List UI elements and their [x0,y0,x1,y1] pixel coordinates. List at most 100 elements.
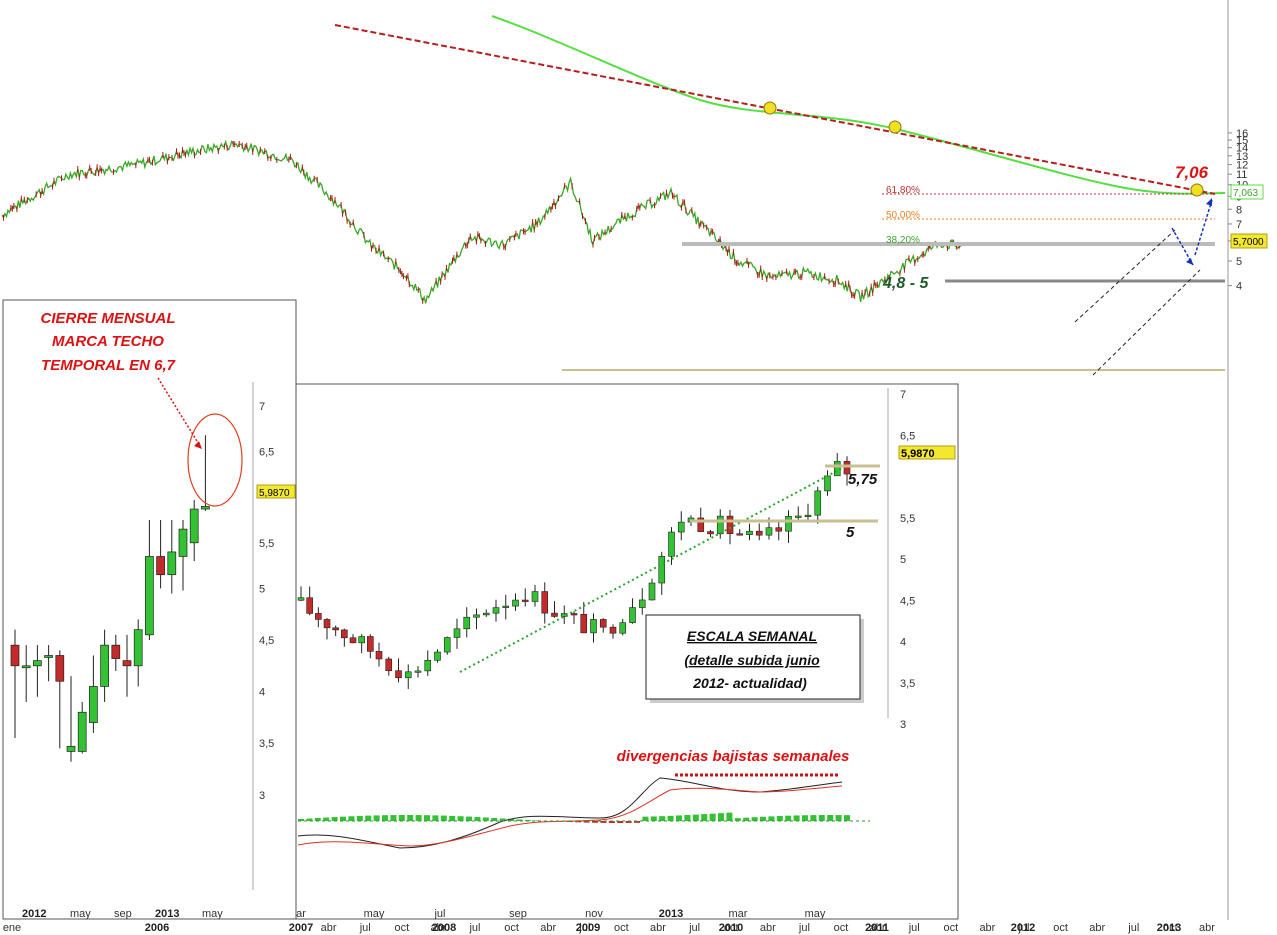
macd-histogram-bar [323,817,330,821]
main-y-tick-label: 7 [1236,219,1242,231]
weekly-candle-body [677,521,685,533]
monthly-price-tag [256,484,296,499]
macd-histogram-bar [382,815,388,821]
main-x-month: jul [1127,922,1139,934]
projection-arrow-down [1171,227,1194,266]
weekly-candle-body [531,591,539,602]
monthly-y-tick-label: 3,5 [259,738,274,750]
weekly-candle-body [697,517,705,532]
macd-histogram-bar [348,816,355,821]
macd-histogram-bar [508,818,514,821]
weekly-price-tag-label: 5,9870 [901,448,935,460]
macd-histogram-bar [524,819,531,821]
macd-histogram-bar [298,819,304,821]
macd-histogram-bar [516,819,523,821]
macd-histogram-bar [600,821,607,823]
monthly-title-line: TEMPORAL EN 6,7 [41,357,176,374]
weekly-candle-body [736,533,744,536]
weekly-candle-body [765,527,773,536]
main-x-month: jul [359,922,371,934]
main-y-tick-label: 8 [1236,204,1242,216]
monthly-y-tick-label: 4,5 [259,635,274,647]
projection-arrow-up [1194,199,1213,256]
divergence-label: divergencias bajistas semanales [617,748,850,765]
weekly-x-label: may [805,908,826,920]
weekly-candle-body [541,591,549,614]
weekly-candle-body [648,582,656,601]
monthly-title-line: CIERRE MENSUAL [40,310,175,327]
weekly-candle-body [599,619,607,628]
main-x-month: jul [578,922,590,934]
weekly-x-label: mar [729,908,748,920]
macd-histogram-bar [818,815,825,821]
monthly-candle-body [100,644,109,687]
weekly-y-tick-label: 5,5 [900,513,915,525]
monthly-candle-body [122,660,132,667]
weekly-candle-body [473,614,480,618]
weekly-candle-body [502,605,510,608]
main-x-month: abr [430,922,446,934]
macd-histogram-bar [491,817,498,821]
main-x-month: abr [979,922,995,934]
weekly-candle-body [424,659,432,672]
weekly-candle-body [785,516,792,532]
monthly-candles [10,435,210,762]
main-x-year: 2009 [576,922,600,934]
weekly-candle-body [306,597,313,614]
main-x-month: oct [834,922,849,934]
weekly-candle-body [824,475,831,492]
weekly-candle-body [746,530,753,536]
main-x-month: ene [3,922,21,934]
weekly-candle-body [755,530,763,536]
weekly-candle-body [707,531,714,535]
macd-histogram-bar [625,821,632,823]
weekly-price-tag [898,445,956,460]
main-y-tick-label: 13 [1236,151,1248,163]
macd-histogram-bar [634,821,640,823]
monthly-title-line: MARCA TECHO [52,333,164,350]
main-x-month: jul [1017,922,1029,934]
main-x-year: 2008 [432,922,456,934]
weekly-candle-body [668,531,675,557]
ma-tag-label: 7,063 [1233,188,1258,199]
target-marker [1190,183,1204,197]
weekly-candle-body [804,514,812,517]
weekly-candle-body [726,515,734,534]
macd-histogram-bar [457,816,464,821]
main-x-year: 2010 [719,922,743,934]
macd-histogram-bar [701,814,708,821]
macd-histogram-bar [776,816,783,821]
weekly-candle-body [512,599,519,607]
weekly-x-label: may [364,908,385,920]
macd-histogram-bar [390,815,397,821]
main-x-month: abr [1199,922,1215,934]
main-x-month: oct [943,922,958,934]
monthly-x-label: 2012 [22,908,46,920]
main-y-tick-label: 15 [1236,135,1248,147]
weekly-candle-body [482,612,490,616]
support-label: 4,8 - 5 [882,275,929,292]
main-y-tick-label: 16 [1236,128,1248,140]
weekly-x-label: 2013 [659,908,683,920]
monthly-candle-body [145,556,154,636]
weekly-trendline [459,464,849,673]
ma-tag [1230,184,1264,200]
weekly-candle-body [414,670,422,673]
main-x-month: oct [394,922,409,934]
monthly-x-label: sep [114,908,132,920]
macd-histogram-bar [684,815,691,821]
weekly-candle-body [629,607,636,623]
macd-histogram-bar [709,813,716,821]
weekly-candle-body [521,599,529,602]
weekly-candle-body [580,613,588,634]
weekly-box-line: (detalle subida junio [684,652,820,668]
main-x-year: 2013 [1157,922,1181,934]
weekly-y-tick-label: 5 [900,554,906,566]
main-x-year: 2007 [289,922,313,934]
main-x-year: 2011 [865,922,889,934]
weekly-candle-body [323,619,331,629]
price-tag-label: 5,7000 [1233,237,1264,248]
macd-histogram-bar [449,815,456,821]
top-highlight-ellipse [187,413,243,507]
